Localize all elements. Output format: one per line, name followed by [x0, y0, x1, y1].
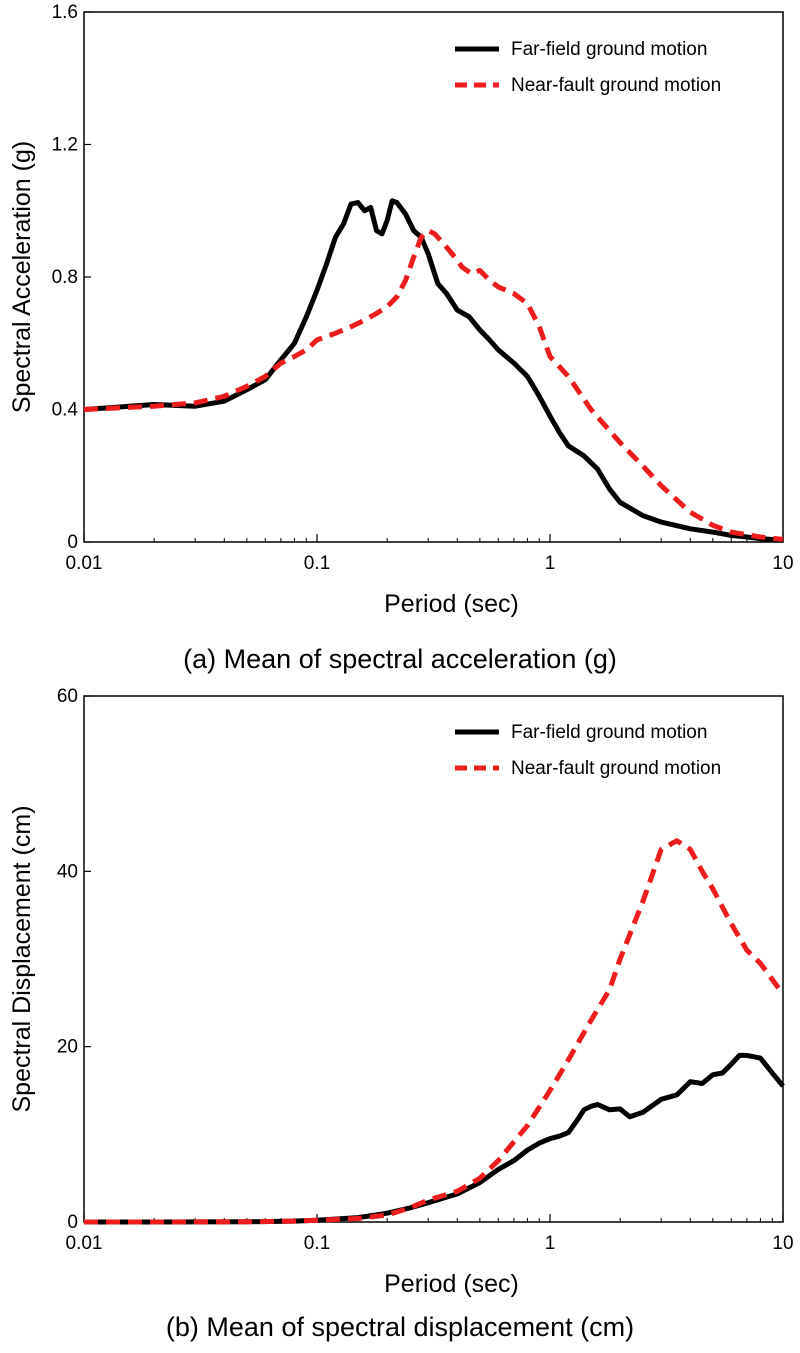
y-tick-label: 1.2	[52, 135, 78, 156]
series-line-far-field	[84, 1052, 785, 1225]
x-axis-title: Period (sec)	[384, 1270, 519, 1298]
x-tick-label: 0.01	[66, 553, 103, 574]
chart-1: 0 20 40 60 0.01 0.1 1 10 Period (sec) Spectral Di…	[8, 686, 794, 1342]
y-axis-title: Spectral Acceleration (g)	[8, 141, 36, 413]
y-axis-title: Spectral Displacement (cm)	[8, 805, 36, 1112]
plot-frame	[83, 695, 784, 1223]
y-tick-label: 1.6	[52, 2, 78, 23]
legend-label: Far-field ground motion	[511, 39, 707, 60]
x-tick-label: 0.1	[304, 1233, 330, 1254]
y-tick-label: 0	[67, 532, 78, 553]
chart-0: 0 0.4 0.8 1.2 1.6 0.01 0.1 1 10 Period (sec) Spect…	[8, 2, 794, 674]
legend-label: Near-fault ground motion	[511, 758, 721, 779]
x-tick-label: 0.1	[304, 553, 330, 574]
y-tick-label: 0.8	[52, 267, 78, 288]
legend-label: Far-field ground motion	[511, 722, 707, 743]
legend-label: Near-fault ground motion	[511, 75, 721, 96]
x-tick-label: 1	[545, 553, 556, 574]
x-tick-label: 10	[772, 1233, 793, 1254]
series-line-near-fault	[83, 228, 784, 542]
figure-caption: (b) Mean of spectral displacement (cm)	[166, 1312, 634, 1342]
y-tick-label: 0.4	[52, 400, 79, 421]
figure-caption: (a) Mean of spectral acceleration (g)	[183, 644, 617, 674]
y-tick-label: 20	[57, 1037, 78, 1058]
y-tick-label: 40	[57, 861, 78, 882]
series-line-far-field	[83, 198, 784, 543]
x-tick-label: 1	[545, 1233, 556, 1254]
x-axis-title: Period (sec)	[384, 590, 519, 618]
y-tick-label: 0	[67, 1212, 78, 1233]
series-line-near-fault	[84, 838, 786, 1225]
x-tick-label: 10	[772, 553, 793, 574]
y-tick-label: 60	[57, 686, 78, 707]
x-tick-label: 0.01	[66, 1233, 103, 1254]
